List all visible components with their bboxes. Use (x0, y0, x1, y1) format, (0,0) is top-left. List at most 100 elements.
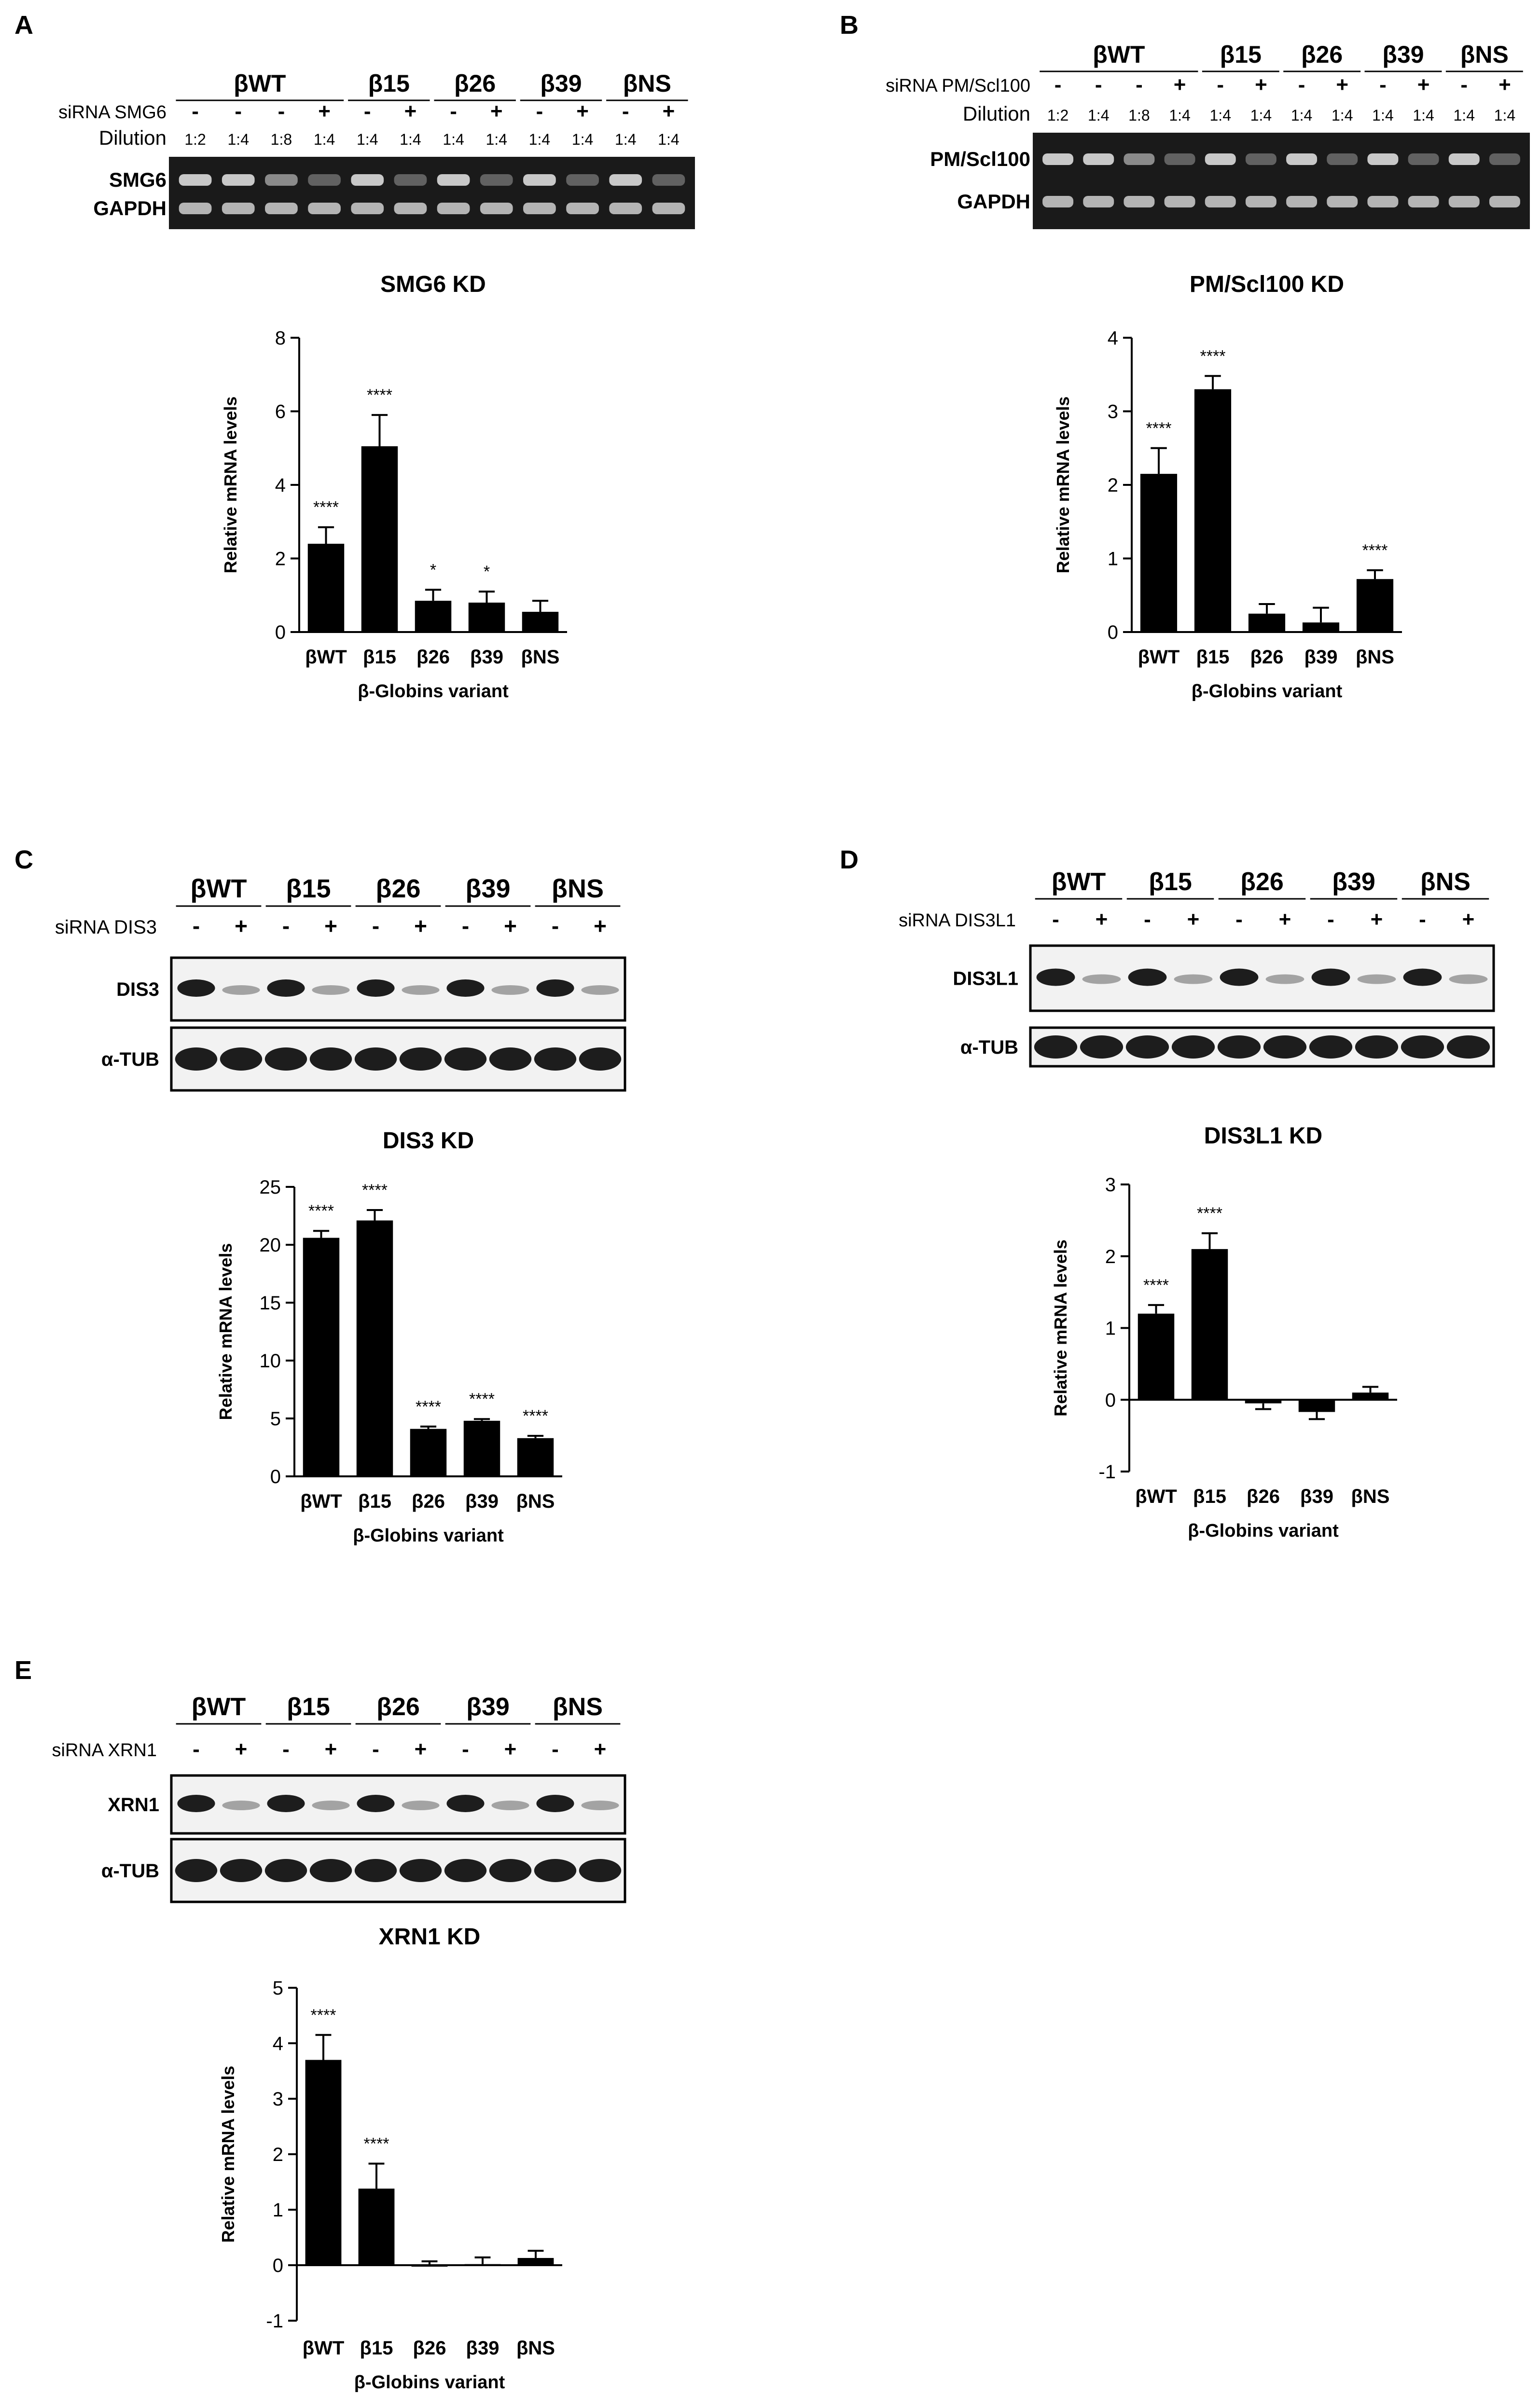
bar (1245, 1400, 1282, 1404)
category-label: β15 (358, 1491, 391, 1512)
bar (1356, 579, 1394, 632)
blot-band (446, 1795, 485, 1812)
treatment-sign: - (1054, 73, 1062, 96)
gel-band (351, 203, 384, 214)
group-label: β26 (375, 874, 420, 903)
bar (517, 2258, 554, 2265)
bar (415, 601, 452, 632)
significance-label: **** (1146, 419, 1172, 438)
gel-band (179, 174, 212, 186)
treatment-sign: + (1498, 73, 1511, 96)
x-axis-title: β-Globins variant (1188, 1521, 1339, 1541)
dilution-value: 1:4 (314, 131, 335, 148)
gel-band (1164, 153, 1195, 165)
blot-band (175, 1859, 218, 1882)
gel-band (1083, 196, 1114, 207)
bar (1138, 1313, 1175, 1400)
group-label: β15 (287, 1693, 330, 1721)
dilution-value: 1:4 (1169, 107, 1190, 124)
blot-panel-b: βWT β15 β26 β39 βNS siRNA PM/Scl100 - - - + - + - + - +… (886, 41, 1530, 229)
gel-band (1286, 196, 1318, 207)
blot-band (444, 1859, 487, 1882)
dilution-value: 1:8 (1128, 107, 1150, 124)
blot-band (357, 1795, 395, 1812)
treatment-sign: + (318, 99, 331, 123)
blot-band (267, 1795, 305, 1812)
blot-band (536, 979, 574, 997)
treatment-sign: + (415, 1737, 427, 1761)
blot-band (264, 1859, 307, 1882)
chart-title: SMG6 KD (380, 272, 486, 297)
gel-band (1408, 196, 1439, 207)
category-label: β39 (1300, 1486, 1333, 1507)
blot-band (444, 1047, 487, 1071)
gel-band (609, 174, 642, 186)
treatment-sign: + (1255, 73, 1267, 96)
bar (1298, 1400, 1335, 1412)
chart-title: DIS3L1 KD (1204, 1123, 1322, 1149)
treatment-sign: + (235, 913, 248, 938)
y-tick-label: 4 (1108, 328, 1118, 349)
blot-band (222, 985, 260, 995)
significance-label: **** (308, 1202, 334, 1220)
category-label: β26 (1250, 647, 1284, 668)
bar (411, 2265, 448, 2267)
category-label: βWT (300, 1491, 342, 1512)
blot-band (177, 1795, 215, 1812)
bar (468, 603, 505, 632)
significance-label: **** (313, 498, 339, 517)
bar (522, 612, 559, 632)
y-tick-label: -1 (1098, 1461, 1116, 1483)
blot-band (1263, 1035, 1307, 1059)
x-axis-title: β-Globins variant (354, 2372, 505, 2393)
blot-band (175, 1047, 218, 1071)
treatment-sign: - (235, 99, 242, 123)
panel-letter-d: D (840, 845, 859, 874)
band-label: α-TUB (960, 1037, 1018, 1058)
group-label: β39 (466, 1693, 510, 1721)
blot-band (1311, 968, 1350, 986)
gel-image (169, 157, 695, 229)
y-tick-label: 10 (260, 1350, 281, 1372)
gel-band (1124, 153, 1155, 165)
blot-band (312, 985, 350, 995)
treatment-sign: - (1136, 73, 1143, 96)
group-label: βWT (192, 1693, 246, 1721)
group-label: β26 (454, 70, 496, 97)
blot-band (1403, 968, 1442, 986)
blot-band (1034, 1035, 1078, 1059)
chart-3: DIS3 KD 0 5 10 15 20 25 Relative mRNA levels ***… (216, 1128, 562, 1546)
significance-label: **** (364, 2135, 389, 2153)
treatment-sign: + (1187, 908, 1200, 931)
gel-band (566, 203, 599, 214)
treatment-sign: + (1417, 73, 1430, 96)
blot-band (1125, 1035, 1169, 1059)
treatment-sign: - (1052, 908, 1059, 931)
blot-band (402, 985, 440, 995)
dilution-value: 1:4 (1454, 107, 1475, 124)
category-label: β39 (466, 2338, 499, 2359)
treatment-sign: - (278, 99, 285, 123)
gel-band (394, 174, 427, 186)
bar (410, 1429, 447, 1476)
blot-band (1309, 1035, 1353, 1059)
treatment-sign: - (372, 913, 379, 938)
gel-band (1286, 153, 1318, 165)
gel-band (1367, 153, 1399, 165)
significance-label: * (484, 563, 490, 581)
blot-band (267, 979, 305, 997)
blot-band (1128, 968, 1167, 986)
blot-band (222, 1801, 260, 1810)
dilution-value: 1:4 (1250, 107, 1272, 124)
blot-band (357, 979, 395, 997)
group-label: β26 (1301, 41, 1343, 68)
group-label: βNS (623, 70, 671, 97)
significance-label: **** (523, 1407, 548, 1425)
group-label: βNS (553, 1693, 603, 1721)
gel-band (1489, 196, 1520, 207)
band-label: α-TUB (101, 1860, 159, 1882)
blot-band (354, 1859, 397, 1882)
y-tick-label: 2 (273, 2144, 283, 2165)
gel-band (1327, 196, 1358, 207)
treatment-sign: - (282, 913, 290, 938)
